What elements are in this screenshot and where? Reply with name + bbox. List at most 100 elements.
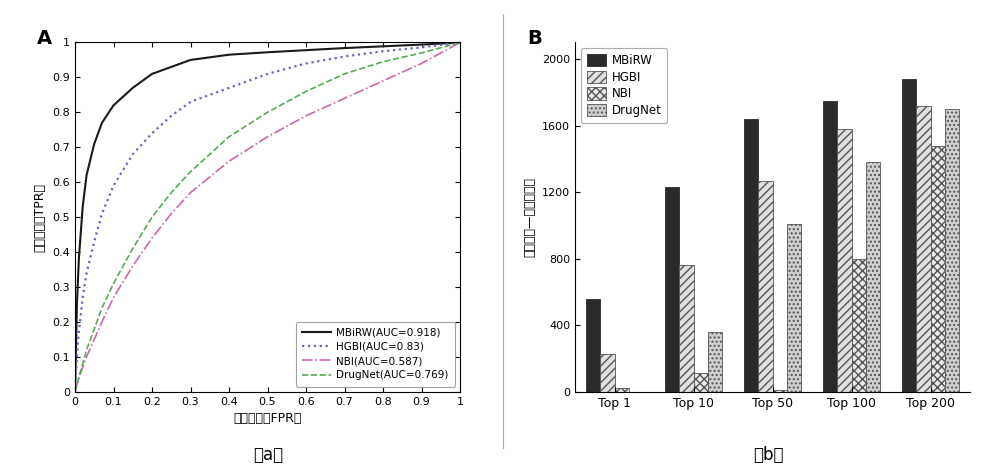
DrugNet(AUC=0.769) xyxy=(81,347,93,353)
Legend: MBiRW(AUC=0.918), HGBI(AUC=0.83), NBI(AUC=0.587), DrugNet(AUC=0.769): MBiRW(AUC=0.918), HGBI(AUC=0.83), NBI(AU… xyxy=(296,321,455,387)
NBI(AUC=0.587) xyxy=(127,263,139,269)
NBI(AUC=0.587) xyxy=(73,375,85,380)
HGBI(AUC=0.83) xyxy=(435,42,447,48)
DrugNet(AUC=0.769) xyxy=(262,110,274,115)
Bar xyxy=(694,373,708,392)
NBI(AUC=0.587) xyxy=(416,60,428,66)
MBiRW(AUC=0.918) xyxy=(96,120,108,126)
MBiRW(AUC=0.918) xyxy=(73,256,85,262)
Text: （b）: （b） xyxy=(753,446,783,464)
Legend: MBiRW, HGBI, NBI, DrugNet: MBiRW, HGBI, NBI, DrugNet xyxy=(581,49,667,123)
Bar xyxy=(902,79,916,392)
Bar xyxy=(758,180,772,392)
NBI(AUC=0.587) xyxy=(88,337,100,342)
DrugNet(AUC=0.769) xyxy=(184,169,196,175)
NBI(AUC=0.587) xyxy=(262,134,274,140)
MBiRW(AUC=0.918) xyxy=(435,41,447,46)
DrugNet(AUC=0.769) xyxy=(454,40,466,45)
Bar xyxy=(708,332,722,392)
DrugNet(AUC=0.769) xyxy=(300,89,312,94)
Bar xyxy=(614,388,629,392)
DrugNet(AUC=0.769) xyxy=(416,50,428,56)
Bar xyxy=(930,145,945,392)
HGBI(AUC=0.83) xyxy=(338,54,351,59)
NBI(AUC=0.587) xyxy=(81,354,93,360)
HGBI(AUC=0.83) xyxy=(377,48,389,54)
NBI(AUC=0.587) xyxy=(71,382,83,388)
DrugNet(AUC=0.769) xyxy=(96,305,108,311)
DrugNet(AUC=0.769) xyxy=(435,45,447,51)
DrugNet(AUC=0.769) xyxy=(69,389,81,395)
DrugNet(AUC=0.769) xyxy=(377,59,389,65)
Y-axis label: 已知药物—疾病关联数: 已知药物—疾病关联数 xyxy=(523,177,536,257)
Line: MBiRW(AUC=0.918): MBiRW(AUC=0.918) xyxy=(75,42,460,392)
HGBI(AUC=0.83) xyxy=(223,85,235,91)
DrugNet(AUC=0.769) xyxy=(338,71,351,77)
HGBI(AUC=0.83) xyxy=(77,295,89,300)
MBiRW(AUC=0.918) xyxy=(88,141,100,147)
Text: （a）: （a） xyxy=(253,446,283,464)
MBiRW(AUC=0.918) xyxy=(338,45,351,51)
MBiRW(AUC=0.918) xyxy=(165,64,177,70)
Bar xyxy=(866,162,880,392)
X-axis label: 假阳性率（FPR）: 假阳性率（FPR） xyxy=(233,412,302,425)
HGBI(AUC=0.83) xyxy=(96,211,108,217)
HGBI(AUC=0.83) xyxy=(71,354,83,360)
Line: HGBI(AUC=0.83): HGBI(AUC=0.83) xyxy=(75,42,460,392)
HGBI(AUC=0.83) xyxy=(184,99,196,105)
NBI(AUC=0.587) xyxy=(184,190,196,195)
HGBI(AUC=0.83) xyxy=(262,71,274,77)
MBiRW(AUC=0.918) xyxy=(184,57,196,63)
Bar xyxy=(916,106,930,392)
NBI(AUC=0.587) xyxy=(146,235,158,241)
DrugNet(AUC=0.769) xyxy=(146,214,158,220)
NBI(AUC=0.587) xyxy=(223,159,235,164)
HGBI(AUC=0.83) xyxy=(69,389,81,395)
MBiRW(AUC=0.918) xyxy=(108,102,120,108)
Bar xyxy=(772,390,787,392)
HGBI(AUC=0.83) xyxy=(108,183,120,188)
Line: DrugNet(AUC=0.769): DrugNet(AUC=0.769) xyxy=(75,42,460,392)
Bar xyxy=(823,101,837,392)
DrugNet(AUC=0.769) xyxy=(88,326,100,332)
NBI(AUC=0.587) xyxy=(300,113,312,118)
NBI(AUC=0.587) xyxy=(108,295,120,300)
MBiRW(AUC=0.918) xyxy=(69,389,81,395)
DrugNet(AUC=0.769) xyxy=(108,281,120,287)
DrugNet(AUC=0.769) xyxy=(71,382,83,388)
Bar xyxy=(945,109,959,392)
DrugNet(AUC=0.769) xyxy=(165,190,177,195)
DrugNet(AUC=0.769) xyxy=(73,375,85,380)
MBiRW(AUC=0.918) xyxy=(416,42,428,47)
HGBI(AUC=0.83) xyxy=(300,60,312,66)
NBI(AUC=0.587) xyxy=(377,78,389,84)
MBiRW(AUC=0.918) xyxy=(377,43,389,49)
HGBI(AUC=0.83) xyxy=(454,40,466,45)
Text: B: B xyxy=(528,28,542,48)
MBiRW(AUC=0.918) xyxy=(127,85,139,91)
MBiRW(AUC=0.918) xyxy=(77,204,89,210)
NBI(AUC=0.587) xyxy=(96,319,108,325)
HGBI(AUC=0.83) xyxy=(146,130,158,136)
NBI(AUC=0.587) xyxy=(338,95,351,101)
HGBI(AUC=0.83) xyxy=(416,44,428,50)
Bar xyxy=(679,265,694,392)
Y-axis label: 真阳性率（TPR）: 真阳性率（TPR） xyxy=(34,183,47,252)
DrugNet(AUC=0.769) xyxy=(127,246,139,252)
Bar xyxy=(586,299,600,392)
MBiRW(AUC=0.918) xyxy=(81,172,93,178)
DrugNet(AUC=0.769) xyxy=(223,134,235,140)
MBiRW(AUC=0.918) xyxy=(71,302,83,307)
NBI(AUC=0.587) xyxy=(454,40,466,45)
Bar xyxy=(837,129,852,392)
HGBI(AUC=0.83) xyxy=(165,113,177,118)
NBI(AUC=0.587) xyxy=(435,50,447,56)
HGBI(AUC=0.83) xyxy=(81,270,93,276)
Bar xyxy=(787,224,801,392)
NBI(AUC=0.587) xyxy=(69,389,81,395)
Bar xyxy=(744,119,758,392)
Text: A: A xyxy=(36,28,52,48)
MBiRW(AUC=0.918) xyxy=(146,71,158,77)
NBI(AUC=0.587) xyxy=(77,364,89,370)
HGBI(AUC=0.83) xyxy=(88,239,100,244)
